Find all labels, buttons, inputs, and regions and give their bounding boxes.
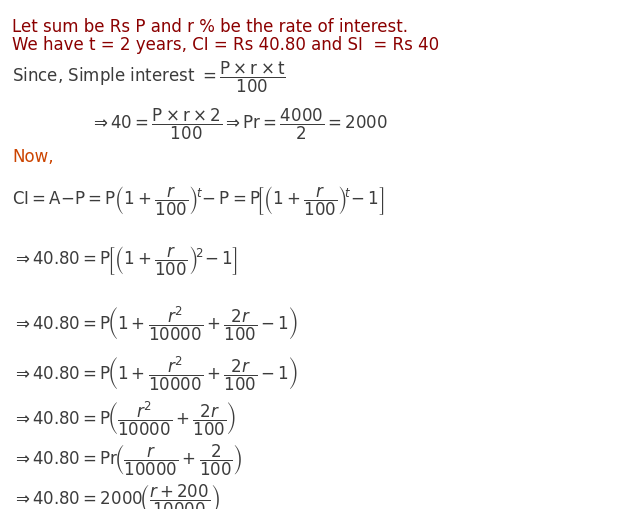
Text: $\Rightarrow 40.80 = 2000\!\left(\dfrac{r+200}{10000}\right)$: $\Rightarrow 40.80 = 2000\!\left(\dfrac{… bbox=[12, 482, 220, 509]
Text: $\Rightarrow 40.80 = \mathsf{P}\!\left(1+\dfrac{r^{2}}{10000}+\dfrac{2r}{100}-1\: $\Rightarrow 40.80 = \mathsf{P}\!\left(1… bbox=[12, 304, 298, 343]
Text: We have t = 2 years, CI = Rs 40.80 and SI  = Rs 40: We have t = 2 years, CI = Rs 40.80 and S… bbox=[12, 36, 439, 54]
Text: $\Rightarrow 40.80 = \mathsf{P}\!\left(\dfrac{r^{2}}{10000}+\dfrac{2r}{100}\righ: $\Rightarrow 40.80 = \mathsf{P}\!\left(\… bbox=[12, 399, 236, 437]
Text: Now,: Now, bbox=[12, 148, 53, 165]
Text: $\mathsf{CI = A{-}P} = \mathsf{P}\left(1+\dfrac{r}{100}\right)^{\!t}\!-\mathsf{P: $\mathsf{CI = A{-}P} = \mathsf{P}\left(1… bbox=[12, 185, 384, 218]
Text: $\Rightarrow 40.80 = \mathsf{Pr}\!\left(\dfrac{r}{10000}+\dfrac{2}{100}\right)$: $\Rightarrow 40.80 = \mathsf{Pr}\!\left(… bbox=[12, 442, 243, 477]
Text: Since, Simple interest $= \dfrac{\mathsf{P \times r \times t}}{100}$: Since, Simple interest $= \dfrac{\mathsf… bbox=[12, 60, 286, 95]
Text: $\Rightarrow 40.80 = \mathsf{P}\!\left(1+\dfrac{r^{2}}{10000}+\dfrac{2r}{100}-1\: $\Rightarrow 40.80 = \mathsf{P}\!\left(1… bbox=[12, 354, 298, 392]
Text: $\Rightarrow 40.80 = \mathsf{P}\!\left[\left(1+\dfrac{r}{100}\right)^{\!2}\!-1\r: $\Rightarrow 40.80 = \mathsf{P}\!\left[\… bbox=[12, 244, 238, 278]
Text: $\Rightarrow 40 = \dfrac{\mathsf{P \times r \times 2}}{100} \Rightarrow \mathsf{: $\Rightarrow 40 = \dfrac{\mathsf{P \time… bbox=[90, 107, 388, 142]
Text: Let sum be Rs P and r % be the rate of interest.: Let sum be Rs P and r % be the rate of i… bbox=[12, 18, 408, 36]
